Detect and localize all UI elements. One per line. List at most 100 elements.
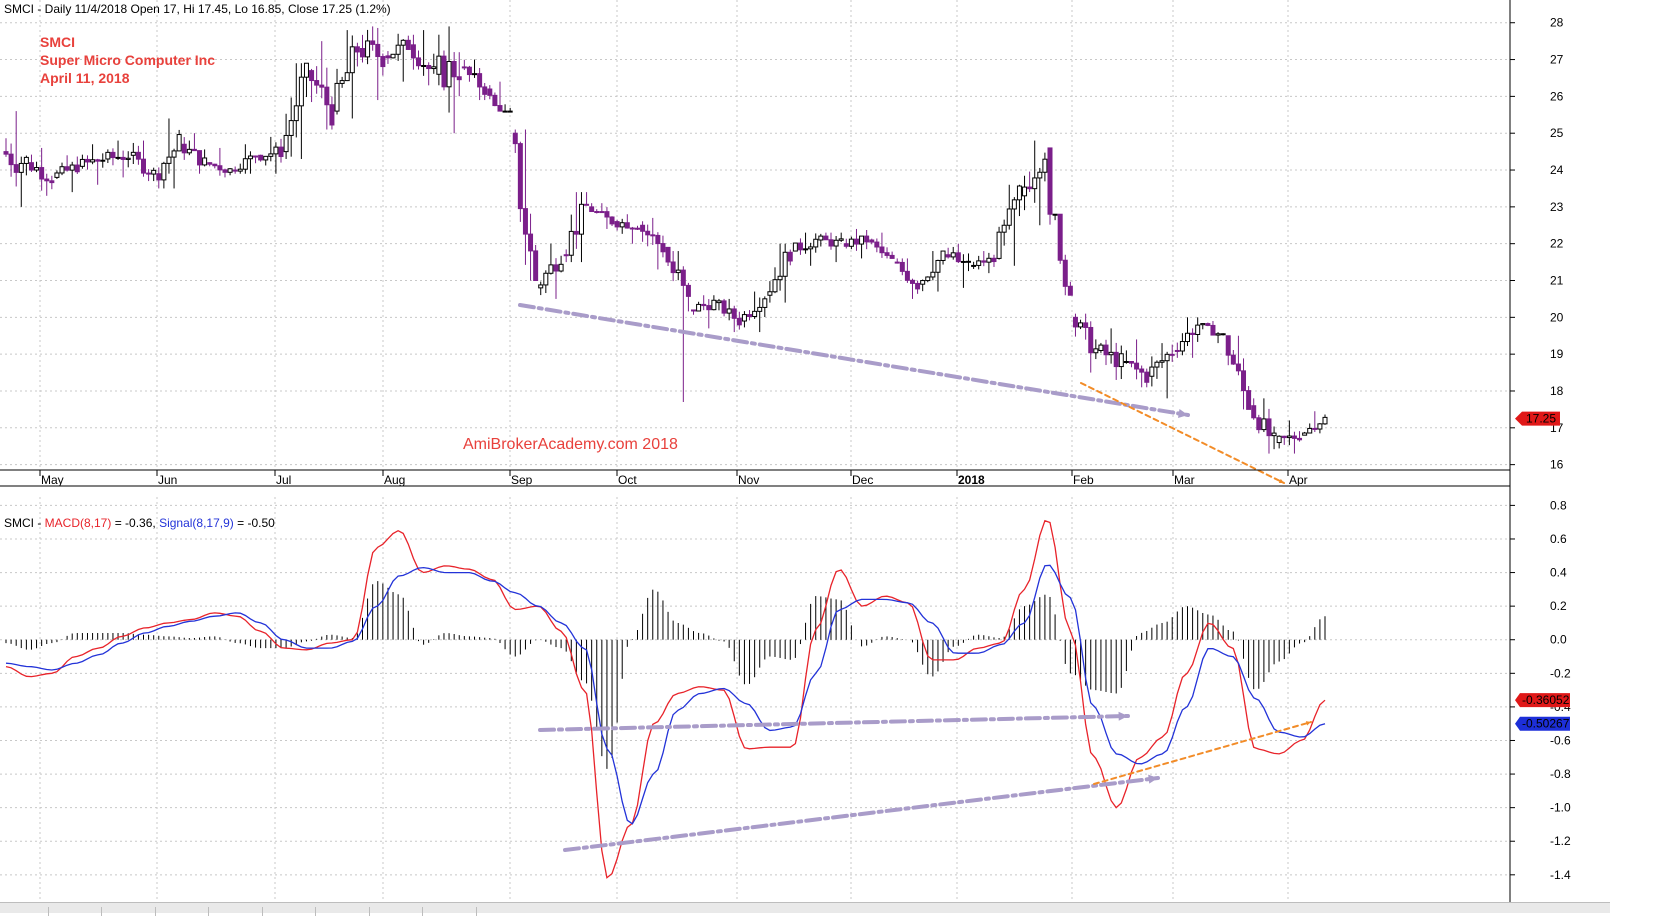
candle-body [34,167,40,171]
candle-body [446,60,452,88]
candle-body [125,157,131,160]
month-label: Jul [276,473,291,487]
candle-body [726,308,732,314]
candle-body [1016,185,1022,201]
candle-body [512,132,518,145]
candle-body [1276,435,1282,444]
month-label: Dec [852,473,873,487]
candle-body [1113,351,1119,368]
candle-body [655,234,661,245]
candle-body [904,270,910,281]
candle-body [680,269,686,286]
candle-body [864,235,870,243]
candle-body [1286,435,1292,439]
candle-body [1128,361,1134,364]
candle-body [675,269,681,274]
macd-header-prefix: SMCI - [4,516,45,530]
candle-body [747,314,753,317]
candle-body [370,40,376,45]
candle-body [1093,348,1099,354]
last-price-marker [1515,411,1560,426]
month-label: Apr [1289,473,1308,487]
candle-body [1083,322,1089,328]
price-y-tick-label: 25 [1550,126,1564,140]
candle-body [95,159,101,162]
candle-body [1042,158,1048,173]
candle-body [1322,416,1328,425]
candle-body [497,105,503,112]
candle-body [1006,208,1012,226]
price-candles [3,26,1328,454]
candle-body [1195,324,1201,336]
candle-body [421,64,427,67]
candle-body [1281,435,1287,439]
month-label: Sep [511,473,533,487]
candle-body [573,230,579,235]
month-label: 2018 [958,473,985,487]
candle-body [650,234,656,237]
macd-trend-arrow-upper-head [1118,711,1128,721]
candle-body [44,178,50,182]
price-y-tick-label: 21 [1550,274,1564,288]
candle-body [8,153,14,166]
candle-body [176,134,182,152]
candle-body [996,231,1002,259]
candle-body [619,222,625,228]
macd-trend-arrow-lower [563,776,1160,852]
candle-body [533,250,539,282]
candle-body [151,169,157,175]
candle-body [614,221,620,228]
candle-body [390,53,396,59]
candle-body [477,73,483,88]
macd-divergence-arrow-head [1305,721,1311,726]
month-label: Aug [384,473,405,487]
macd-header-signal-value: = -0.50 [234,516,275,530]
candle-body [777,275,783,281]
candle-body [1062,259,1068,287]
candle-body [1037,171,1043,179]
candle-body [767,291,773,296]
candle-body [482,86,488,95]
candle-body [843,243,849,247]
price-y-tick-label: 16 [1550,458,1564,472]
candle-body [757,306,763,312]
candle-body [762,298,768,308]
candle-body [604,211,610,218]
candle-body [324,86,330,106]
signal-line [5,564,1326,825]
macd-y-tick-label: -0.2 [1550,666,1571,680]
candle-body [410,44,416,59]
candle-body [940,250,946,261]
candle-body [416,57,422,67]
candle-body [1098,344,1104,351]
candle-body [787,251,793,262]
candle-body [69,164,75,171]
candle-body [772,279,778,293]
candle-body [736,317,742,326]
last-price-label: 17.25 [1526,412,1556,426]
candle-body [161,162,167,181]
candle-body [1011,199,1017,210]
price-divergence-arrow-head [1278,478,1284,483]
price-y-tick-label: 26 [1550,89,1564,103]
candle-body [354,46,360,53]
candle-body [1144,371,1150,383]
candle-body [803,248,809,251]
candle-body [782,251,788,277]
candle-body [589,206,595,213]
candle-body [1235,363,1241,372]
month-label: Nov [738,473,759,487]
candle-body [629,227,635,230]
candle-body [991,257,997,263]
candle-body [253,155,259,158]
candle-body [303,62,309,78]
candle-body [472,73,478,76]
candle-body [166,156,172,164]
candle-body [268,153,274,157]
candle-body [64,166,70,171]
candle-body [701,303,707,307]
candle-body [502,110,508,113]
macd-divergence-arrow [1093,721,1312,785]
candle-body [1072,316,1078,328]
candle-body [130,151,136,156]
